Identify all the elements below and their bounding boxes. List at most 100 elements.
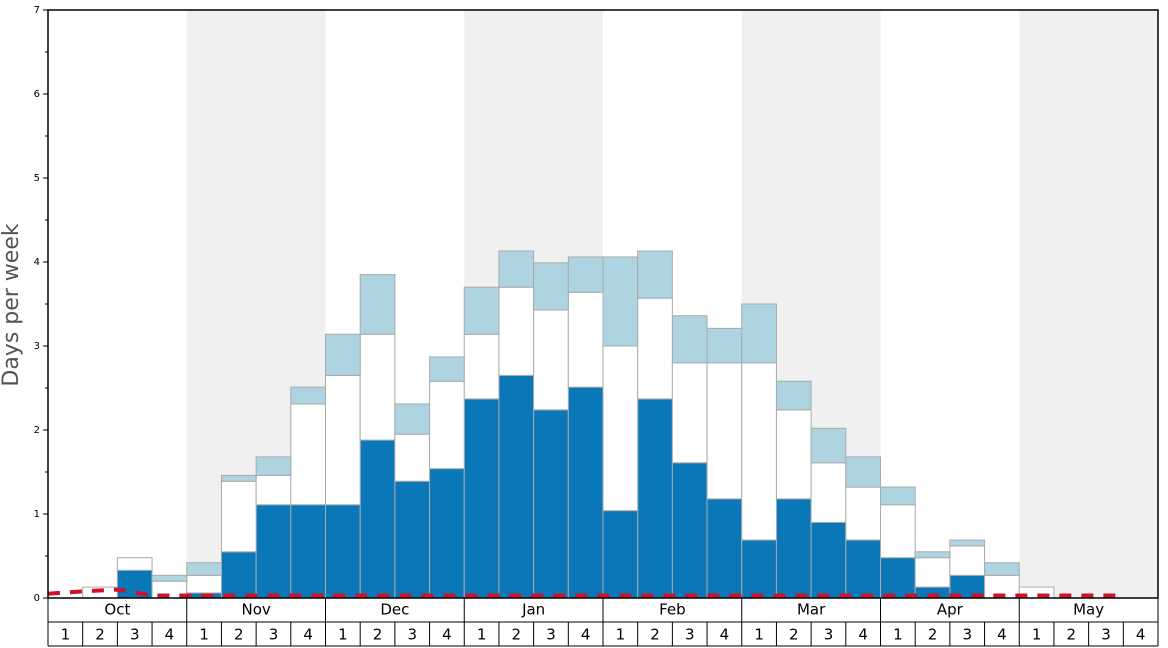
month-label: Mar — [797, 601, 826, 619]
bar-segment — [706, 362, 743, 500]
x-tick-label: 2 — [928, 626, 938, 644]
x-tick-label: 4 — [997, 626, 1007, 644]
x-tick-label: 3 — [685, 626, 695, 644]
bar-segment — [394, 480, 431, 599]
x-tick-label: 1 — [199, 626, 209, 644]
bar-segment — [775, 409, 812, 500]
x-tick-label: 1 — [616, 626, 626, 644]
y-tick-label: 4 — [34, 257, 40, 268]
bar-segment — [116, 557, 153, 571]
bar-segment — [706, 498, 743, 599]
y-tick-label: 1 — [34, 509, 40, 520]
bar-segment — [810, 521, 847, 599]
bar-segment — [463, 333, 500, 400]
bar-segment — [498, 374, 535, 599]
x-tick-label: 3 — [407, 626, 417, 644]
bar-segment — [567, 256, 604, 293]
x-tick-label: 1 — [477, 626, 487, 644]
x-tick-label: 4 — [581, 626, 591, 644]
x-tick-label: 1 — [61, 626, 71, 644]
bar-segment — [880, 486, 916, 506]
month-label: Apr — [937, 601, 964, 619]
bar-segment — [671, 462, 708, 599]
x-tick-label: 3 — [269, 626, 279, 644]
x-tick-label: 1 — [754, 626, 764, 644]
x-tick-label: 1 — [893, 626, 903, 644]
bar-segment — [325, 374, 361, 506]
month-label: Jan — [521, 601, 545, 619]
x-tick-label: 4 — [1136, 626, 1146, 644]
bar-segment — [220, 551, 257, 599]
bar-segment — [151, 574, 188, 582]
bar-segment — [498, 286, 535, 376]
bar-segment — [671, 315, 708, 364]
bar-segment — [741, 539, 777, 599]
x-tick-label: 2 — [95, 626, 105, 644]
y-tick-label: 7 — [34, 5, 40, 16]
bar-segment — [602, 345, 639, 512]
bar-segment — [463, 286, 500, 335]
x-tick-label: 3 — [824, 626, 834, 644]
bar-segment — [394, 403, 431, 435]
bar-segment — [186, 574, 222, 594]
y-tick-label: 0 — [34, 593, 40, 604]
x-tick-label: 4 — [442, 626, 452, 644]
bar-segment — [880, 504, 916, 559]
x-tick-label: 2 — [234, 626, 244, 644]
bar-segment — [602, 510, 639, 599]
bar-segment — [220, 474, 257, 482]
bar-segment — [741, 303, 777, 364]
bar-segment — [325, 504, 361, 599]
bar-segment — [637, 297, 673, 400]
bar-segment — [325, 333, 361, 376]
bar-segment — [255, 504, 292, 599]
bar-segment — [810, 427, 847, 464]
line — [47, 587, 1124, 598]
bar-segment — [602, 256, 639, 347]
bar-segment — [914, 557, 951, 588]
x-tick-label: 2 — [650, 626, 660, 644]
x-tick-label: 4 — [165, 626, 175, 644]
bar-segment — [637, 250, 673, 299]
bar-segment — [741, 362, 777, 541]
bar-segment — [429, 468, 465, 599]
bar-segment — [255, 456, 292, 476]
bar-segment — [914, 551, 951, 559]
month-label: Oct — [104, 601, 130, 619]
bar-segment — [706, 327, 743, 364]
x-tick-label: 3 — [1101, 626, 1111, 644]
x-tick-label: 3 — [130, 626, 140, 644]
x-tick-label: 3 — [546, 626, 556, 644]
bar-segment — [775, 380, 812, 411]
bar-segment — [255, 474, 292, 506]
x-tick-label: 4 — [720, 626, 730, 644]
bar-segment — [880, 557, 916, 599]
bar-segment — [429, 380, 465, 470]
bar-segment — [290, 403, 326, 506]
bar-segment — [775, 498, 812, 599]
bar-segment — [671, 362, 708, 464]
bar-segment — [949, 545, 986, 576]
bar-segment — [394, 433, 431, 482]
bar-segment — [498, 250, 535, 288]
bar-segment — [186, 562, 222, 576]
bar-segment — [429, 356, 465, 382]
x-tick-label: 1 — [1032, 626, 1042, 644]
x-tick-label: 2 — [789, 626, 799, 644]
y-tick-label: 2 — [34, 425, 40, 436]
y-axis-label: Days per week — [0, 223, 24, 386]
x-tick-label: 2 — [373, 626, 383, 644]
bar-segment — [220, 480, 257, 553]
bar-segment — [984, 562, 1020, 576]
month-label: May — [1073, 601, 1104, 619]
bar-segment — [533, 309, 569, 411]
bar-segment — [290, 504, 326, 599]
bar-segment — [949, 539, 986, 547]
bar-segment — [810, 462, 847, 523]
month-label: Nov — [241, 601, 270, 619]
bar-segment — [637, 398, 673, 599]
month-label: Dec — [380, 601, 409, 619]
bar-segment — [359, 274, 396, 335]
bar-segment — [845, 539, 881, 599]
